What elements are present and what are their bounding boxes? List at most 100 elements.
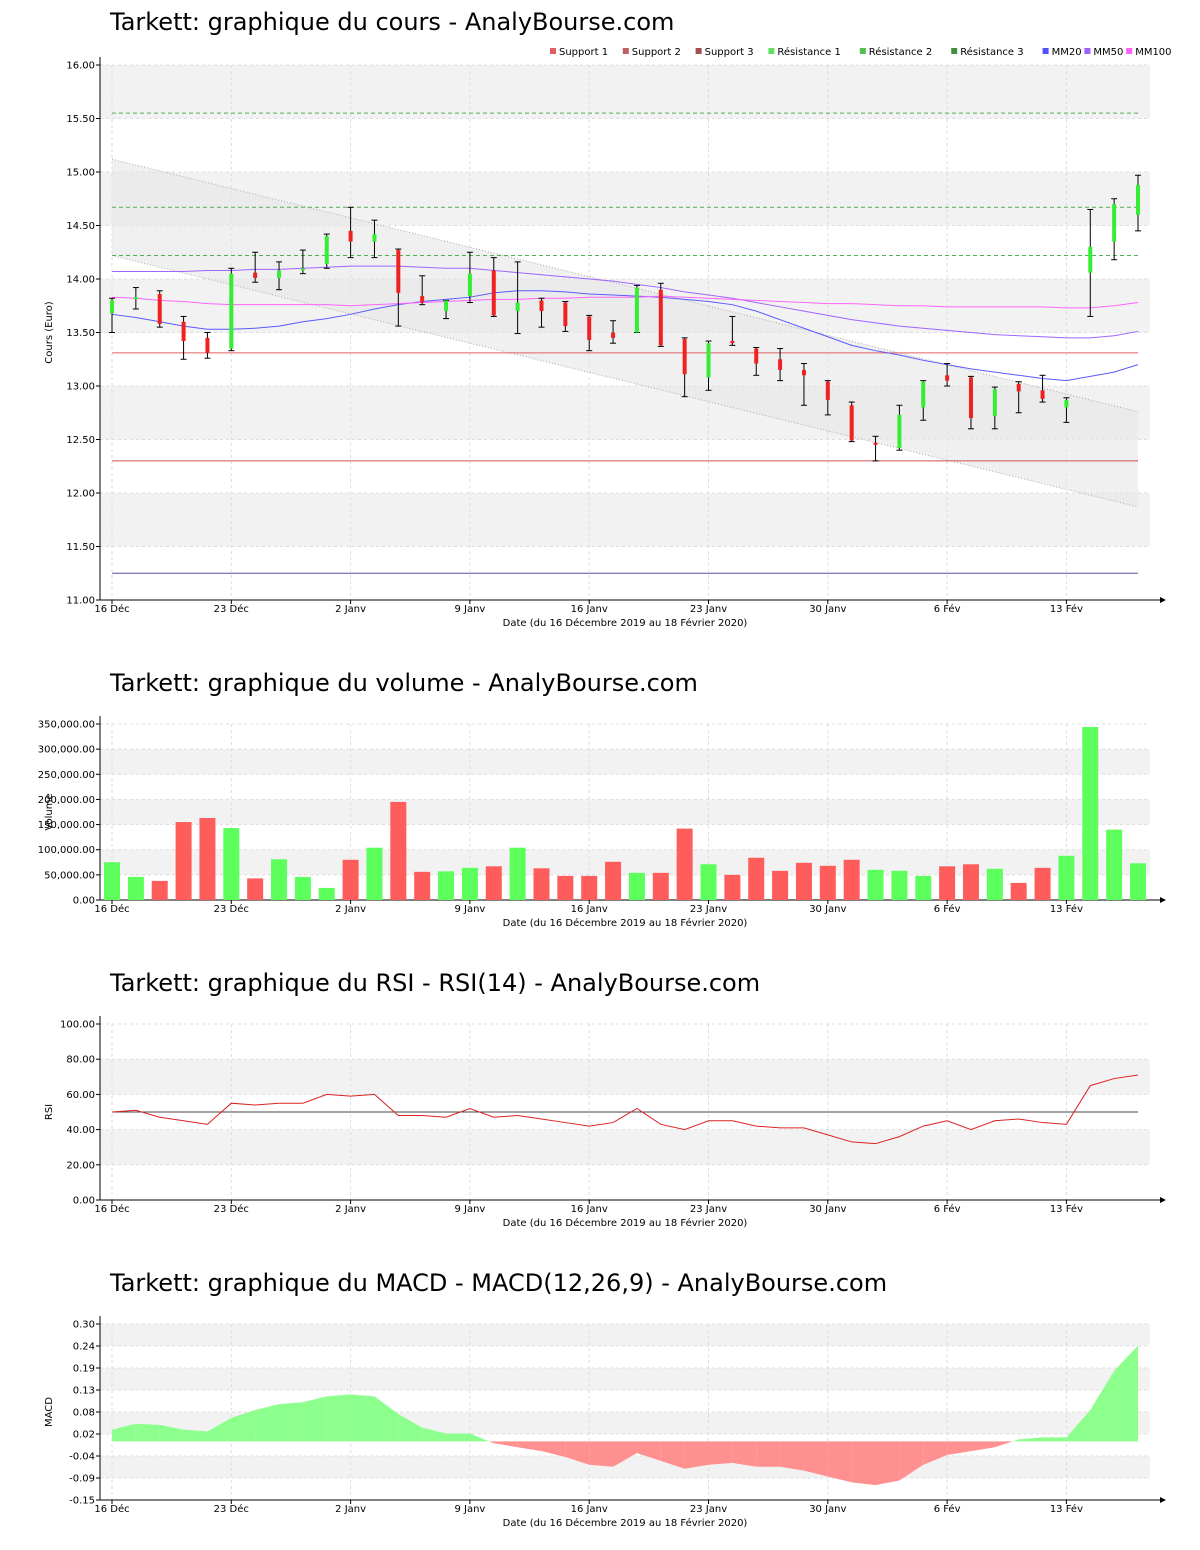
volume-bar xyxy=(485,866,502,900)
x-tick-label: 23 Déc xyxy=(214,903,249,915)
x-tick-label: 6 Fév xyxy=(934,1503,961,1515)
y-tick-label: 150,000.00 xyxy=(38,820,95,831)
x-tick-label: 2 Janv xyxy=(335,1204,366,1215)
x-tick-label: 30 Janv xyxy=(809,1504,846,1515)
x-tick-label: 9 Janv xyxy=(454,1204,485,1215)
candle-body xyxy=(133,297,138,300)
volume-bar xyxy=(175,822,192,900)
macd-negative-area xyxy=(994,1441,1013,1448)
macd-positive-area xyxy=(1066,1410,1091,1442)
volume-bar xyxy=(628,872,645,900)
x-tick-label: 16 Janv xyxy=(571,904,608,915)
candle xyxy=(1087,208,1094,317)
volume-bar xyxy=(843,859,860,900)
candle xyxy=(466,251,473,304)
legend-item: MM100 xyxy=(1135,47,1171,58)
volume-bar xyxy=(915,875,932,900)
x-axis-arrow xyxy=(1160,1497,1166,1503)
candle-body xyxy=(1064,399,1069,408)
x-tick-label: 16 Janv xyxy=(571,1504,608,1515)
grid-band xyxy=(100,1324,1150,1346)
candle xyxy=(657,282,664,347)
macd-positive-area xyxy=(279,1402,303,1442)
volume-bar xyxy=(247,878,264,900)
volume-bar xyxy=(962,864,979,900)
candle xyxy=(514,261,521,335)
volume-bar xyxy=(581,875,598,900)
candle-body xyxy=(849,405,854,441)
macd-negative-area xyxy=(732,1441,757,1467)
candle xyxy=(323,233,330,269)
macd-negative-area xyxy=(660,1441,685,1469)
candle-body xyxy=(324,236,329,265)
x-tick-label: 2 Janv xyxy=(335,1504,366,1515)
candle-body xyxy=(1016,383,1021,392)
legend-swatch xyxy=(695,48,702,54)
price-chart-title: Tarkett: graphique du cours - AnalyBours… xyxy=(110,8,675,36)
x-tick-label: 2 Janv xyxy=(335,604,366,615)
y-tick-label: -0.09 xyxy=(69,1474,95,1485)
candle-body xyxy=(491,270,496,316)
y-tick-label: 0.08 xyxy=(73,1408,95,1419)
legend-swatch xyxy=(622,48,629,54)
grid-band xyxy=(100,799,1150,825)
candle-body xyxy=(467,273,472,297)
candle xyxy=(610,320,617,344)
macd-negative-area xyxy=(851,1441,876,1486)
candle-body xyxy=(229,273,234,349)
x-axis-arrow xyxy=(1160,597,1166,603)
x-tick-label: 23 Janv xyxy=(690,1204,727,1215)
y-tick-label: 0.19 xyxy=(73,1364,95,1375)
candle xyxy=(347,206,354,259)
volume-bar xyxy=(533,868,550,900)
candle xyxy=(777,348,784,382)
volume-bar xyxy=(724,874,741,900)
y-tick-label: 100.00 xyxy=(60,1020,95,1031)
volume-bar xyxy=(294,876,311,900)
macd-negative-area xyxy=(756,1441,781,1467)
y-axis-label: MACD xyxy=(44,1397,55,1427)
candle xyxy=(180,315,187,360)
macd-negative-area xyxy=(684,1441,709,1469)
candle xyxy=(872,435,879,462)
y-tick-label: 13.00 xyxy=(66,382,95,393)
candle xyxy=(705,340,712,391)
candle xyxy=(920,380,927,421)
macd-negative-area xyxy=(565,1441,590,1465)
y-tick-label: 13.50 xyxy=(66,328,95,339)
macd-negative-area xyxy=(517,1441,542,1452)
y-tick-label: 80.00 xyxy=(66,1055,95,1066)
candle-body xyxy=(1112,204,1117,242)
y-tick-label: 14.00 xyxy=(66,275,95,286)
y-axis-label: Cours (Euro) xyxy=(44,301,55,364)
candle xyxy=(944,363,951,387)
candle-body xyxy=(873,442,878,445)
x-tick-label: 2 Janv xyxy=(335,904,366,915)
candle-body xyxy=(706,343,711,378)
candle-body xyxy=(968,377,973,419)
volume-bar xyxy=(1106,829,1123,900)
volume-bar xyxy=(223,828,240,900)
x-tick-label: 23 Janv xyxy=(690,904,727,915)
macd-chart-title: Tarkett: graphique du MACD - MACD(12,26,… xyxy=(110,1269,888,1297)
candle-body xyxy=(945,375,950,381)
macd-positive-area xyxy=(1042,1437,1067,1442)
candle xyxy=(538,297,545,328)
volume-bar xyxy=(891,870,908,900)
macd-negative-area xyxy=(541,1441,566,1457)
legend-swatch xyxy=(1084,48,1091,54)
candle xyxy=(156,290,163,328)
macd-negative-area xyxy=(875,1441,900,1486)
legend-item: MM50 xyxy=(1093,47,1123,58)
candle xyxy=(276,261,283,291)
candle-body xyxy=(634,287,639,333)
y-tick-label: 0.00 xyxy=(73,1196,95,1207)
y-tick-label: 300,000.00 xyxy=(38,745,95,756)
candle-body xyxy=(825,381,830,400)
volume-bar xyxy=(1058,855,1075,900)
x-axis-arrow xyxy=(1160,897,1166,903)
x-tick-label: 13 Fév xyxy=(1050,603,1083,615)
trend-channel xyxy=(112,159,1138,507)
macd-negative-area xyxy=(780,1441,804,1471)
rsi-chart-title: Tarkett: graphique du RSI - RSI(14) - An… xyxy=(110,969,761,997)
